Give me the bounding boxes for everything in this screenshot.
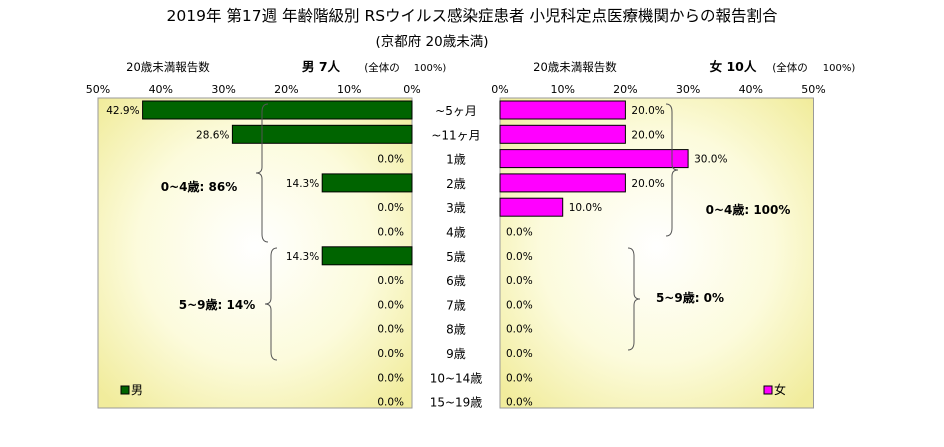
- left-value-label: 42.9%: [106, 105, 139, 117]
- left-axis-tick: 30%: [211, 83, 235, 96]
- left-group-label: 5~9歳: 14%: [179, 297, 255, 312]
- right-value-label: 0.0%: [506, 397, 533, 409]
- category-label: 2歳: [446, 177, 466, 191]
- left-axis-tick: 10%: [337, 83, 361, 96]
- right-brace-0-4: [665, 103, 679, 237]
- right-value-label: 0.0%: [506, 372, 533, 384]
- right-legend-swatch: [763, 385, 773, 395]
- category-label: 15~19歳: [430, 396, 483, 410]
- right-header-label: 20歳未満報告数: [533, 60, 617, 74]
- right-bar: [499, 149, 689, 169]
- right-bar: [499, 100, 626, 120]
- right-value-label: 30.0%: [694, 154, 727, 166]
- left-axis-tick: 40%: [149, 83, 173, 96]
- left-bar: [231, 124, 413, 144]
- right-value-label: 0.0%: [506, 324, 533, 336]
- left-brace-0-4: [255, 103, 269, 243]
- left-bar: [142, 100, 413, 120]
- right-axis-tick: 40%: [739, 83, 763, 96]
- left-header-label: 20歳未満報告数: [126, 60, 210, 74]
- category-label: 6歳: [446, 274, 466, 288]
- right-bar: [499, 197, 564, 217]
- left-value-label: 0.0%: [377, 299, 404, 311]
- category-label: 3歳: [446, 201, 466, 215]
- chart-title: 2019年 第17週 年齢階級別 RSウイルス感染症患者 小児科定点医療機関から…: [167, 7, 778, 25]
- right-axis-tick: 20%: [613, 83, 637, 96]
- category-label: ~11ヶ月: [431, 128, 480, 142]
- left-bar: [321, 246, 413, 266]
- category-label: ~5ヶ月: [435, 104, 477, 118]
- left-value-label: 0.0%: [377, 348, 404, 360]
- left-legend-swatch: [120, 385, 130, 395]
- right-value-label: 0.0%: [506, 227, 533, 239]
- right-group-label: 5~9歳: 0%: [656, 290, 724, 305]
- category-label: 1歳: [446, 153, 466, 167]
- left-value-label: 0.0%: [377, 202, 404, 214]
- left-legend-label: 男: [131, 383, 143, 397]
- category-label: 8歳: [446, 323, 466, 337]
- left-value-label: 0.0%: [377, 397, 404, 409]
- left-value-label: 0.0%: [377, 227, 404, 239]
- right-header-note: (全体の: [772, 61, 808, 74]
- right-value-label: 0.0%: [506, 348, 533, 360]
- left-bar: [321, 173, 413, 193]
- left-group-label: 0~4歳: 86%: [161, 179, 237, 194]
- left-axis-tick: 0%: [403, 83, 420, 96]
- left-header-note: (全体の: [364, 61, 400, 74]
- right-value-label: 20.0%: [631, 129, 664, 141]
- right-axis-tick: 0%: [491, 83, 508, 96]
- left-header-sex-count: 男 7人: [302, 59, 341, 74]
- right-bar: [499, 173, 626, 193]
- right-axis-tick: 30%: [676, 83, 700, 96]
- left-header-pct: 100%): [414, 63, 447, 74]
- right-axis-tick: 50%: [801, 83, 825, 96]
- right-legend-label: 女: [774, 382, 786, 397]
- category-label: 9歳: [446, 347, 466, 361]
- left-value-label: 0.0%: [377, 324, 404, 336]
- right-group-label: 0~4歳: 100%: [706, 202, 791, 217]
- right-brace-5-9: [627, 247, 641, 351]
- right-header-pct: 100%): [823, 63, 856, 74]
- left-value-label: 0.0%: [377, 275, 404, 287]
- chart-subtitle: (京都府 20歳未満): [375, 34, 488, 50]
- right-value-label: 0.0%: [506, 275, 533, 287]
- right-value-label: 0.0%: [506, 299, 533, 311]
- category-label: 4歳: [446, 226, 466, 240]
- right-axis-tick: 10%: [550, 83, 574, 96]
- left-value-label: 0.0%: [377, 372, 404, 384]
- right-plot-area: [499, 97, 814, 409]
- left-value-label: 0.0%: [377, 154, 404, 166]
- left-value-label: 14.3%: [286, 251, 319, 263]
- category-label: 7歳: [446, 298, 466, 312]
- left-axis-tick: 50%: [86, 83, 110, 96]
- right-value-label: 20.0%: [631, 105, 664, 117]
- right-value-label: 20.0%: [631, 178, 664, 190]
- right-header-sex-count: 女 10人: [710, 59, 757, 74]
- left-axis-tick: 20%: [274, 83, 298, 96]
- category-label: 5歳: [446, 250, 466, 264]
- category-label: 10~14歳: [430, 371, 483, 385]
- left-value-label: 14.3%: [286, 178, 319, 190]
- right-value-label: 10.0%: [569, 202, 602, 214]
- right-bar: [499, 124, 626, 144]
- right-value-label: 0.0%: [506, 251, 533, 263]
- left-value-label: 28.6%: [196, 129, 229, 141]
- left-brace-5-9: [264, 247, 278, 361]
